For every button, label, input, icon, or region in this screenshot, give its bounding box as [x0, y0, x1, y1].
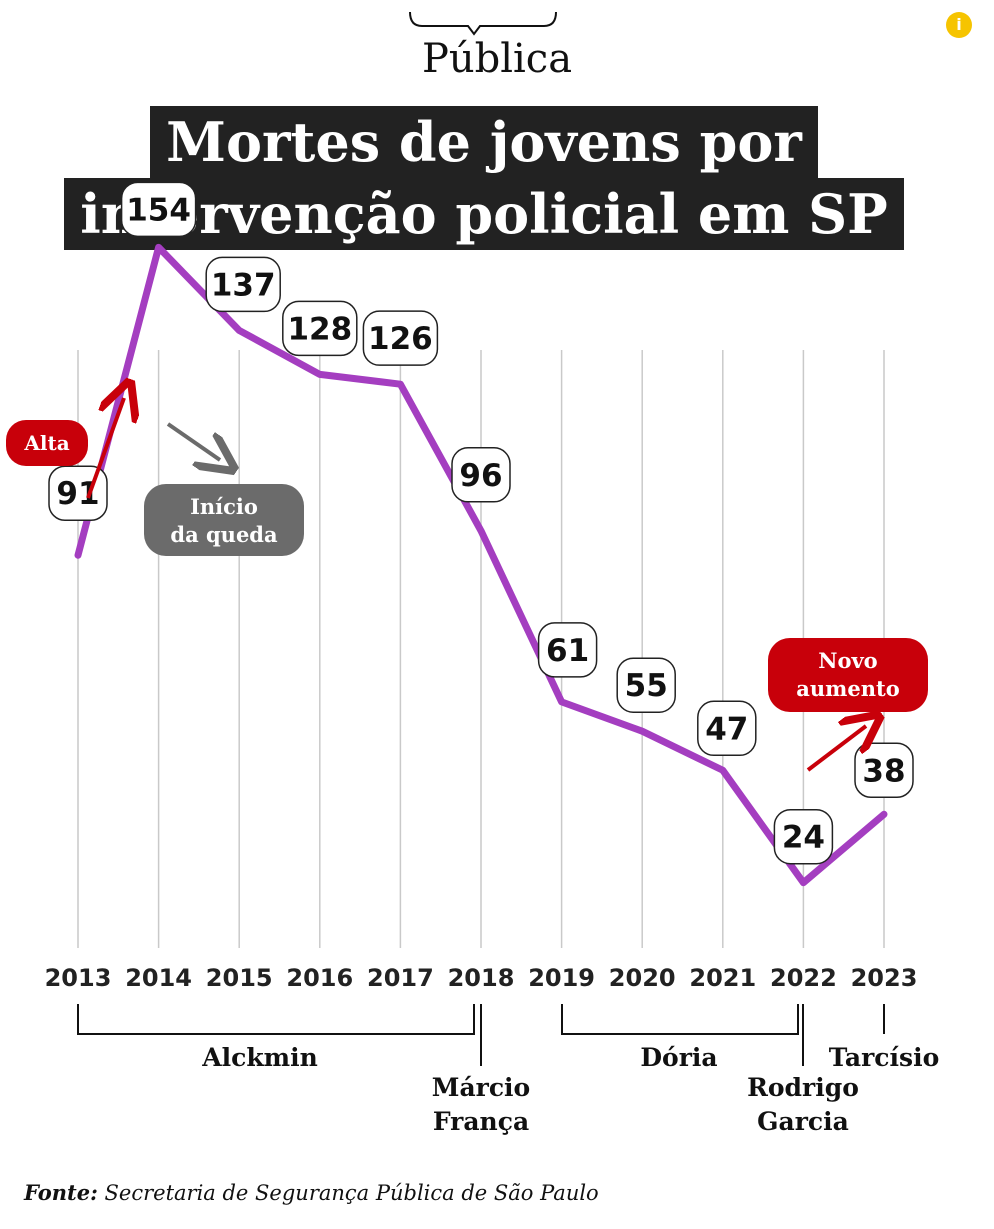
data-label: 61: [537, 622, 598, 678]
data-label: 126: [362, 310, 439, 366]
data-label: 24: [773, 808, 834, 865]
data-label-text: 61: [546, 633, 589, 669]
data-label-text: 96: [459, 458, 502, 494]
data-label: 128: [282, 300, 358, 357]
data-label-text: 24: [782, 820, 825, 856]
governor-tarcisio: Tarcísio: [829, 1043, 940, 1072]
x-tick-label: 2015: [206, 964, 273, 992]
data-label-box: [616, 657, 676, 713]
chart-title-line-1: Mortes de jovens por: [150, 106, 818, 178]
bracket-doria: [561, 1004, 799, 1035]
data-label: 47: [697, 700, 757, 757]
annotation-inicio-queda: Início da queda: [144, 484, 304, 556]
data-label: 154: [120, 181, 197, 238]
data-label: 38: [854, 742, 914, 799]
source-text: Secretaria de Segurança Pública de São P…: [97, 1181, 599, 1205]
x-tick-label: 2013: [45, 964, 112, 992]
governor-brackets: [77, 1004, 885, 1066]
arrow-down-icon: [166, 422, 220, 460]
annotation-alta-label: Alta: [23, 431, 69, 455]
data-label-box: [697, 700, 757, 757]
data-label-box: [537, 622, 598, 678]
annotation-novo-label-1: Novo: [818, 648, 877, 673]
governor-alckmin: Alckmin: [201, 1043, 318, 1072]
bracket-alckmin: [77, 1004, 475, 1035]
brand-bracket-icon: [409, 11, 557, 36]
data-label-box: [451, 447, 511, 503]
governor-marcio-2: França: [433, 1107, 529, 1136]
arrow-up-icon: [86, 398, 124, 499]
data-label-text: 128: [287, 311, 352, 347]
data-label-text: 55: [625, 668, 668, 704]
data-label-box: [773, 808, 834, 865]
annotation-alta: Alta: [6, 420, 88, 466]
governor-rodrigo-1: Rodrigo: [747, 1073, 859, 1102]
governor-doria: Dória: [640, 1043, 717, 1072]
x-tick-label: 2017: [367, 964, 434, 992]
data-label: 137: [205, 256, 281, 313]
annotation-novo-label-2: aumento: [796, 676, 899, 701]
x-tick-label: 2019: [528, 964, 595, 992]
data-label-text: 126: [368, 321, 433, 357]
x-tick-label: 2020: [609, 964, 676, 992]
annotation-inicio-label-1: Início: [190, 494, 258, 519]
arrow-up-right-icon: [806, 726, 866, 772]
x-tick-label: 2016: [286, 964, 353, 992]
governor-marcio-1: Márcio: [432, 1073, 530, 1102]
x-tick-label: 2018: [448, 964, 515, 992]
brand-logo: Pública: [421, 36, 573, 82]
source-note: Fonte: Secretaria de Segurança Pública d…: [24, 1180, 599, 1205]
data-label-box: [362, 310, 439, 366]
data-label-text: 137: [211, 267, 276, 303]
x-tick-label: 2014: [125, 964, 192, 992]
annotation-inicio-label-2: da queda: [170, 522, 278, 547]
data-label-text: 38: [862, 753, 905, 789]
chart-title-line-2: intervenção policial em SP: [64, 178, 904, 250]
x-tick-label: 2022: [770, 964, 837, 992]
x-tick-label: 2023: [851, 964, 918, 992]
info-icon[interactable]: i: [946, 12, 972, 38]
source-label: Fonte:: [24, 1180, 98, 1205]
data-label: 96: [451, 447, 511, 503]
data-label-box: [205, 256, 281, 313]
data-label: 55: [616, 657, 676, 713]
annotation-novo-aumento: Novo aumento: [768, 638, 928, 712]
governor-rodrigo-2: Garcia: [757, 1107, 849, 1136]
data-label-box: [120, 181, 197, 238]
data-label-text: 154: [126, 192, 191, 228]
x-tick-label: 2021: [689, 964, 756, 992]
data-label-text: 47: [705, 711, 748, 747]
data-label-box: [282, 300, 358, 357]
